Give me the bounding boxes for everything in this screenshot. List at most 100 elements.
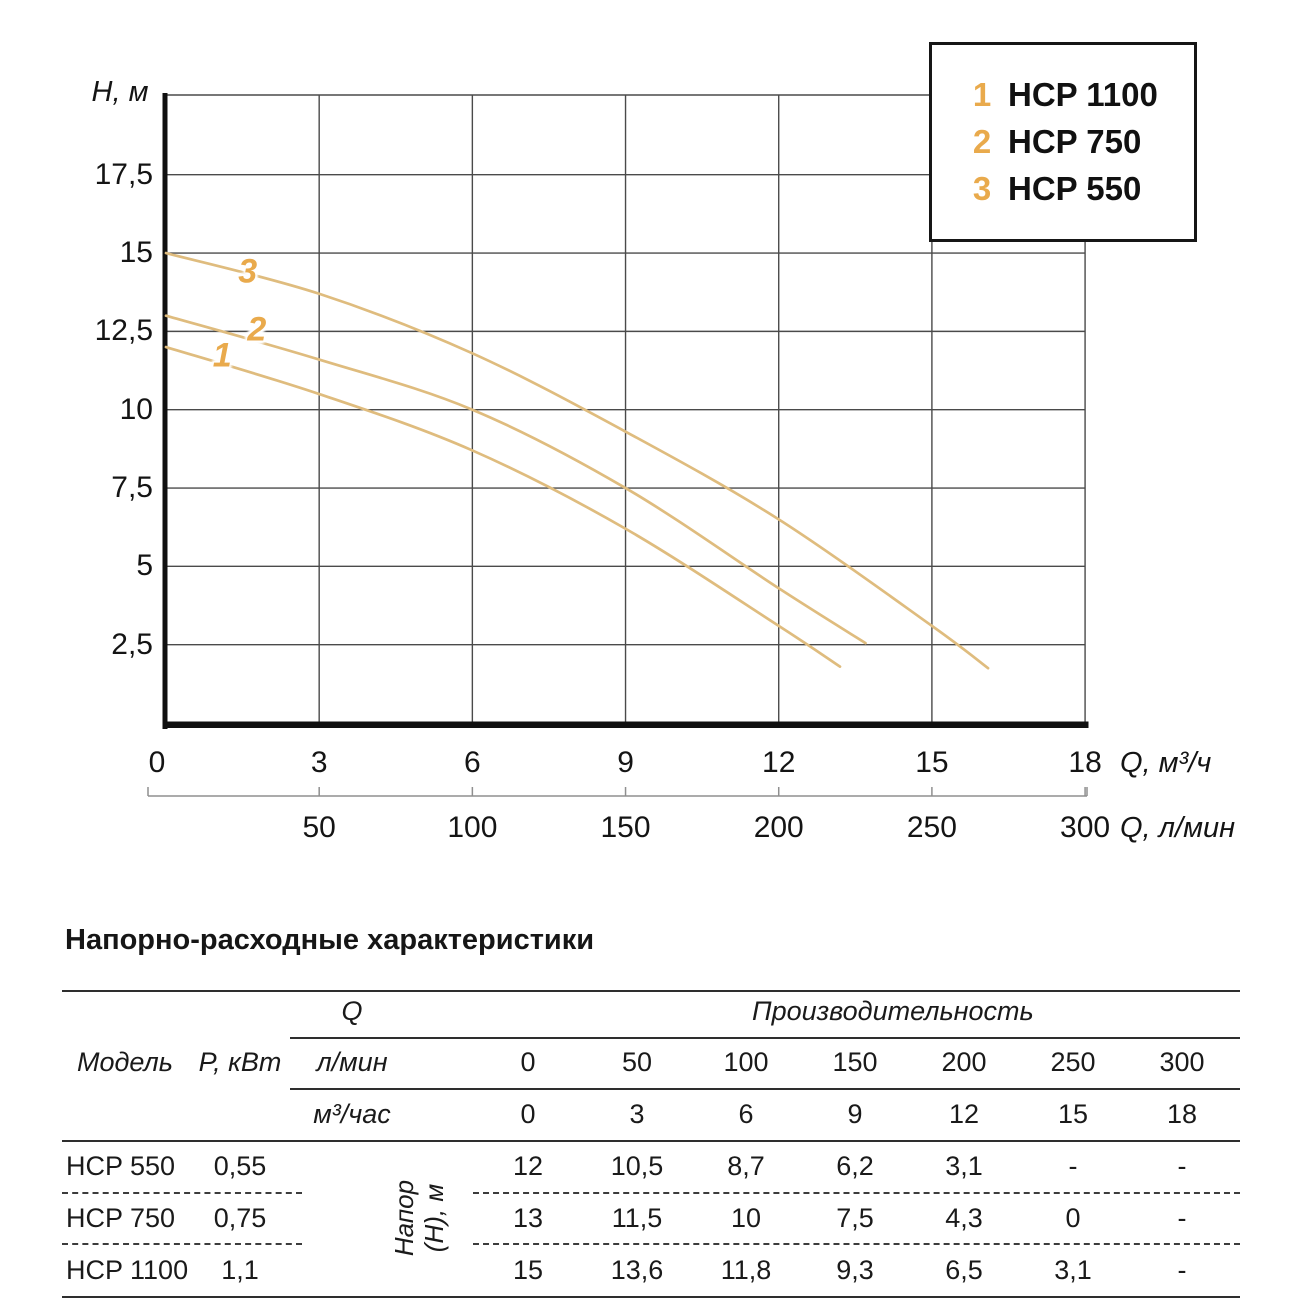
- chart-legend: 1 HCP 1100 2 HCP 750 3 HCP 550: [929, 42, 1197, 242]
- x-axis-secondary-tick-label: 250: [906, 811, 957, 844]
- head-value: 4,3: [945, 1203, 983, 1233]
- legend-item: 2 HCP 750: [970, 123, 1194, 161]
- flow-lmin-value: 50: [621, 1047, 653, 1077]
- header-power: P, кВт: [198, 1047, 282, 1077]
- head-value: -: [1177, 1151, 1187, 1181]
- x-axis-secondary-title: Q, л/мин: [1120, 812, 1236, 844]
- flow-lmin-value: 300: [1159, 1047, 1205, 1077]
- flow-lmin-value: 250: [1050, 1047, 1096, 1077]
- flow-m3h-value: 9: [847, 1099, 863, 1129]
- y-axis-tick-label: 10: [119, 392, 153, 426]
- y-axis-line: [162, 93, 168, 729]
- legend-series-number: 3: [972, 170, 992, 207]
- flow-m3h-value: 6: [738, 1099, 754, 1129]
- flow-m3h-value: 0: [520, 1099, 536, 1129]
- curve-number-label: 2: [247, 310, 267, 349]
- legend-series-number: 1: [972, 76, 992, 113]
- header-q: Q: [341, 996, 363, 1026]
- y-axis-tick-label: 12,5: [94, 314, 153, 348]
- head-value: 3,1: [945, 1151, 983, 1181]
- x-axis-tick-label: 9: [617, 746, 634, 779]
- head-value: 10,5: [610, 1151, 664, 1181]
- power-value: 0,75: [213, 1203, 267, 1233]
- model-name: HCP 550: [66, 1151, 176, 1181]
- head-column-label-line1: Напор: [389, 1179, 420, 1257]
- x-axis-secondary-tick-label: 300: [1060, 811, 1111, 844]
- power-value: 0,55: [213, 1151, 267, 1181]
- table-rule-under-q: [290, 1037, 1240, 1039]
- flow-m3h-value: 18: [1166, 1099, 1198, 1129]
- flow-lmin-value: 0: [520, 1047, 536, 1077]
- head-value: 15: [512, 1255, 544, 1285]
- head-value: 13: [512, 1203, 544, 1233]
- legend-series-number: 2: [972, 123, 992, 160]
- header-productivity: Производительность: [752, 996, 1034, 1026]
- pump-curve-1: [164, 345, 842, 668]
- flow-m3h-value: 12: [948, 1099, 980, 1129]
- head-value: -: [1177, 1255, 1187, 1285]
- header-model: Модель: [77, 1047, 173, 1077]
- x-axis-secondary-tick-label: 50: [302, 811, 336, 844]
- y-axis-title: H, м: [91, 76, 149, 108]
- table-rule-under-header: [62, 1140, 1240, 1142]
- head-value: 10: [730, 1203, 762, 1233]
- head-column-label-line2: (Н), м: [419, 1183, 449, 1253]
- header-unit-m3h: м³/час: [313, 1099, 391, 1129]
- x-axis-tick-label: 18: [1068, 746, 1102, 779]
- x-axis-tick-label: 6: [464, 746, 481, 779]
- y-axis-tick-label: 17,5: [94, 157, 153, 191]
- table-rule-bottom: [62, 1296, 1240, 1298]
- model-name: HCP 1100: [66, 1255, 189, 1285]
- header-unit-lmin: л/мин: [316, 1047, 388, 1077]
- y-axis-tick-label: 15: [119, 236, 153, 270]
- x-axis-tick-label: 3: [310, 746, 328, 779]
- power-value: 1,1: [221, 1255, 259, 1285]
- curve-number-label: 1: [212, 336, 232, 375]
- table-dashed-separator: [62, 1243, 302, 1245]
- table-rule-under-lmin: [290, 1088, 1240, 1090]
- model-name: HCP 750: [66, 1203, 176, 1233]
- legend-item: 3 HCP 550: [970, 170, 1194, 208]
- head-value: 3,1: [1054, 1255, 1092, 1285]
- y-axis-tick-label: 7,5: [111, 471, 153, 505]
- flow-m3h-value: 15: [1057, 1099, 1089, 1129]
- table-title: Напорно-расходные характеристики: [65, 924, 595, 956]
- x-axis-secondary-tick-label: 150: [600, 811, 651, 844]
- x-axis-tick-label: 12: [762, 746, 796, 779]
- x-axis-tick-label: 15: [915, 746, 949, 779]
- head-value: 9,3: [836, 1255, 874, 1285]
- head-value: 7,5: [836, 1203, 874, 1233]
- flow-lmin-value: 100: [723, 1047, 769, 1077]
- x-axis-line: [162, 721, 1089, 728]
- chart-labels-layer: H, м Q, м³/ч Q, л/мин 2,5 5 7,5 10 12,5 15 17,…: [91, 76, 1236, 844]
- head-value: 13,6: [610, 1255, 664, 1285]
- x-axis-secondary-tick-label: 200: [753, 811, 804, 844]
- pump-curve-2: [164, 314, 867, 645]
- head-value: 6,2: [836, 1151, 874, 1181]
- curve-number-label: 3: [238, 252, 258, 291]
- head-value: 6,5: [945, 1255, 983, 1285]
- legend-series-label: HCP 750: [1008, 123, 1142, 160]
- flow-lmin-value: 150: [832, 1047, 878, 1077]
- table-dashed-separator: [473, 1192, 1240, 1194]
- head-value: 0: [1065, 1203, 1081, 1233]
- y-axis-tick-label: 2,5: [111, 627, 153, 661]
- legend-item: 1 HCP 1100: [970, 76, 1194, 114]
- head-value: 8,7: [727, 1151, 765, 1181]
- y-axis-tick-label: 5: [136, 549, 153, 583]
- flow-lmin-value: 200: [941, 1047, 987, 1077]
- head-value: 11,8: [720, 1255, 772, 1285]
- table-dashed-separator: [62, 1192, 302, 1194]
- legend-series-label: HCP 550: [1008, 170, 1142, 207]
- head-value: -: [1068, 1151, 1078, 1181]
- x-axis-primary-title: Q, м³/ч: [1120, 747, 1212, 779]
- x-axis-tick-label: 0: [148, 746, 166, 779]
- flow-m3h-value: 3: [629, 1099, 645, 1129]
- head-value: 12: [512, 1151, 544, 1181]
- table-rule-top: [62, 990, 1240, 992]
- head-value: 11,5: [611, 1203, 663, 1233]
- x-axis-secondary-tick-label: 100: [447, 811, 498, 844]
- head-value: -: [1177, 1203, 1187, 1233]
- pump-curve-3: [164, 251, 990, 670]
